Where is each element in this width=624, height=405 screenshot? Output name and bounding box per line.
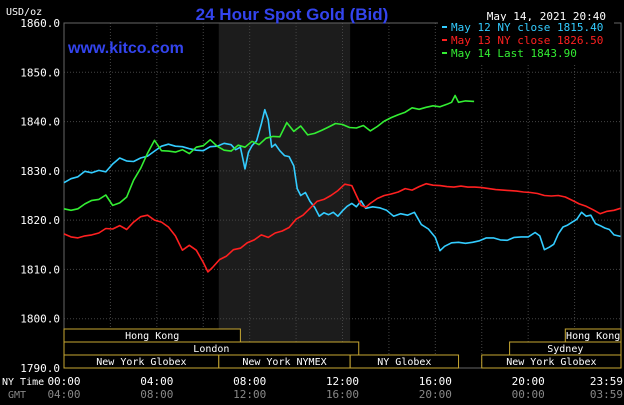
y-tick-label: 1860.0 [20,17,60,30]
timestamp: May 14, 2021 20:40 [487,10,606,23]
y-tick-label: 1850.0 [20,66,60,79]
x-tick-label-gmt: 03:59 [590,388,623,401]
market-session-label: NY Globex [377,357,431,368]
market-sessions: Hong Kong Hong Kong London Sydney New York G… [63,328,622,369]
market-session-label: Hong Kong [125,331,179,342]
x-axis-ticks: 00:0004:0004:0008:0008:0012:0012:0016:00… [47,375,623,401]
y-tick-label: 1810.0 [20,263,60,276]
gmt-label: GMT [8,390,26,401]
x-tick-label-ny: 23:59 [590,375,623,388]
x-tick-label-ny: 00:00 [47,375,80,388]
x-tick-label-gmt: 04:00 [47,388,80,401]
x-tick-label-ny: 20:00 [512,375,545,388]
market-session-label: London [193,344,229,355]
y-tick-label: 1830.0 [20,165,60,178]
grid-lines [63,22,622,369]
market-session-label: New York Globex [506,357,596,368]
legend-background [438,21,614,65]
nymex-shade-rect [218,23,351,368]
x-tick-label-gmt: 12:00 [233,388,266,401]
chart-title: 24 Hour Spot Gold (Bid) [196,5,389,24]
market-session-bar [349,354,460,369]
series-lines [63,94,621,273]
x-tick-label-ny: 12:00 [326,375,359,388]
legend-entry: May 12 NY close 1815.40 [451,21,603,34]
market-session-label: New York NYMEX [242,357,326,368]
kitco-link[interactable]: www.kitco.com [67,40,184,57]
chart-header: 24 Hour Spot Gold (Bid) www.kitco.com Ma… [6,5,606,57]
x-tick-label-gmt: 20:00 [419,388,452,401]
market-session-label: Hong Kong [566,331,620,342]
y-tick-label: 1790.0 [20,362,60,375]
x-tick-label-gmt: 00:00 [512,388,545,401]
nymex-session-shade [218,23,351,368]
y-axis-unit-label: USD/oz [6,7,42,18]
x-axis-row-labels: NY Time GMT [2,377,44,401]
market-session-label: Sydney [547,344,583,355]
x-tick-label-ny: 04:00 [140,375,173,388]
market-session-label: New York Globex [96,357,186,368]
y-tick-label: 1840.0 [20,116,60,129]
market-session-bar [481,354,622,369]
y-axis-ticks: 1860.0 1850.0 1840.0 1830.0 1820.0 1810.0 1800… [20,17,60,375]
legend-entry: May 14 Last 1843.90 [451,47,577,60]
x-tick-label-gmt: 08:00 [140,388,173,401]
y-tick-label: 1800.0 [20,313,60,326]
x-tick-label-ny: 16:00 [419,375,452,388]
series-line-2 [63,182,621,273]
series-line-1 [63,108,621,252]
legend-entry: May 13 NY close 1826.50 [451,34,603,47]
ny-time-label: NY Time [2,377,44,388]
y-tick-label: 1820.0 [20,214,60,227]
x-tick-label-ny: 08:00 [233,375,266,388]
series-line-3 [63,94,475,212]
x-tick-label-gmt: 16:00 [326,388,359,401]
